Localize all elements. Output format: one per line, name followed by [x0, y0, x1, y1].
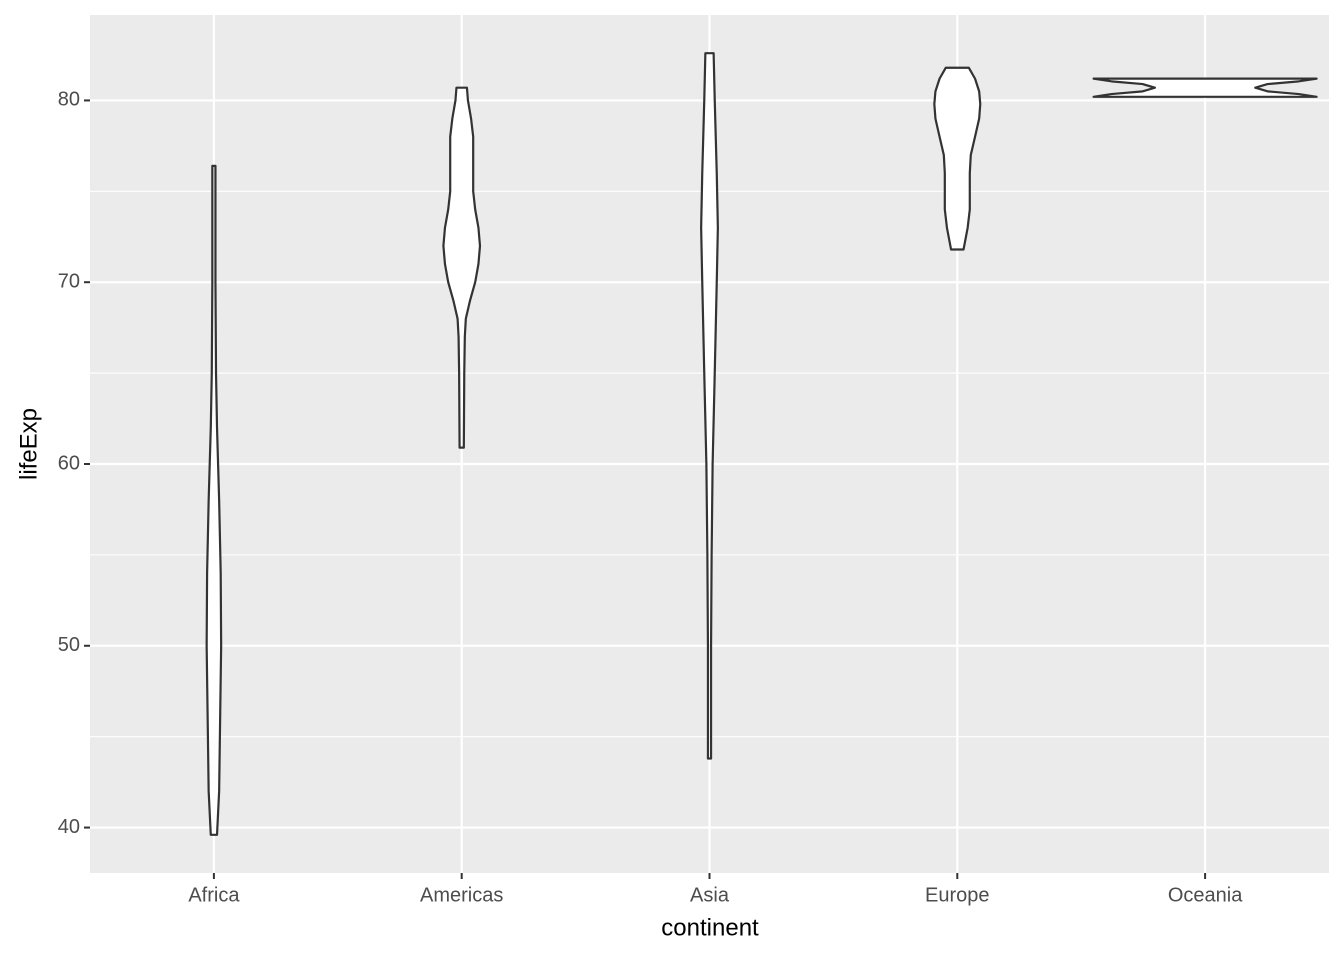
y-axis-title: lifeExp — [15, 408, 42, 480]
violin — [205, 164, 223, 836]
y-tick-label: 40 — [58, 816, 80, 838]
x-tick-label: Oceania — [1168, 884, 1243, 906]
x-tick-label: Asia — [690, 884, 730, 906]
violin — [933, 66, 982, 251]
x-tick-label: Americas — [420, 884, 503, 906]
x-axis-title: continent — [661, 914, 759, 941]
violin — [1092, 77, 1318, 98]
y-tick-label: 60 — [58, 452, 80, 474]
y-tick-label: 70 — [58, 270, 80, 292]
violin — [700, 52, 719, 760]
x-tick-label: Europe — [925, 884, 990, 906]
y-tick-label: 80 — [58, 89, 80, 111]
violin — [442, 86, 482, 449]
y-tick-label: 50 — [58, 634, 80, 656]
x-tick-label: Africa — [188, 884, 240, 906]
